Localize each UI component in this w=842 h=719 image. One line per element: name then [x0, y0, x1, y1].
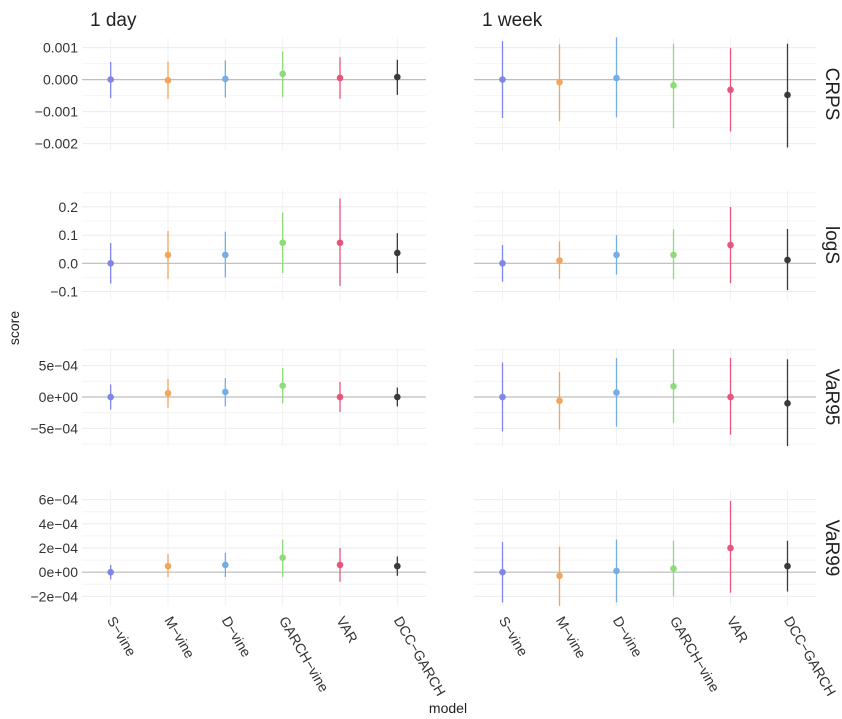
- point-m-vine: [164, 76, 172, 84]
- y-tick-label: 0e+00: [39, 389, 79, 405]
- x-axis-title: model: [429, 700, 467, 716]
- y-tick-label: 2e−04: [39, 540, 79, 556]
- point-d-vine: [613, 251, 620, 259]
- point-dcc-garch: [784, 399, 791, 407]
- point-m-vine: [164, 251, 172, 259]
- point-var: [336, 239, 344, 247]
- y-tick-label: 0e+00: [39, 564, 79, 580]
- y-tick-label: −0.001: [35, 104, 78, 120]
- facet-label-var99: VaR99: [821, 520, 842, 577]
- point-s-vine: [107, 568, 114, 576]
- y-tick-label: −2e−04: [31, 588, 79, 604]
- point-s-vine: [499, 260, 506, 267]
- x-tick-label: GARCH−vine: [276, 614, 332, 695]
- x-tick-label: D−vine: [610, 614, 646, 660]
- point-d-vine: [222, 561, 229, 569]
- point-s-vine: [107, 76, 114, 83]
- y-tick-label: 6e−04: [39, 492, 79, 508]
- y-tick-label: 0.000: [43, 72, 78, 88]
- x-tick-label: M−vine: [553, 614, 590, 662]
- zero-line-layer: [82, 78, 816, 573]
- x-tick-label: M−vine: [161, 614, 198, 662]
- point-var: [336, 393, 344, 401]
- y-tick-label: −0.1: [50, 284, 78, 300]
- text-layer: 0.001 0.000 −0.001 −0.002 CRPS 0.2 0.1 0.0 −0.1 l…: [31, 10, 842, 699]
- y-tick-label: −5e−04: [31, 420, 79, 436]
- y-tick-label: 0.2: [59, 199, 79, 215]
- point-dcc-garch: [394, 562, 401, 570]
- y-tick-label: −0.002: [35, 136, 78, 152]
- x-tick-label: DCC−GARCH: [391, 614, 449, 699]
- point-s-vine: [499, 568, 506, 576]
- y-axis-title: score: [6, 311, 22, 345]
- point-s-vine: [499, 393, 506, 401]
- point-dcc-garch: [784, 91, 791, 99]
- point-var: [336, 74, 344, 82]
- point-var: [336, 561, 344, 569]
- x-tick-label: S−vine: [104, 614, 140, 660]
- y-tick-label: 0.001: [43, 40, 78, 56]
- point-d-vine: [222, 251, 229, 259]
- point-d-vine: [613, 389, 620, 396]
- point-s-vine: [107, 393, 114, 401]
- facet-label-logs: logS: [821, 226, 842, 264]
- point-d-vine: [222, 75, 229, 83]
- point-d-vine: [222, 388, 229, 396]
- point-var: [727, 241, 734, 249]
- point-garch-vine: [279, 554, 286, 561]
- point-m-vine: [556, 572, 563, 580]
- grid-layer: [82, 38, 816, 606]
- facet-title-1-week: 1 week: [482, 10, 543, 31]
- point-m-vine: [556, 78, 563, 86]
- point-var: [727, 544, 734, 552]
- x-tick-label: VAR: [724, 614, 752, 646]
- facet-title-1-day: 1 day: [90, 10, 137, 31]
- y-tick-label: 5e−04: [39, 358, 79, 374]
- x-tick-label: S−vine: [496, 614, 532, 660]
- point-dcc-garch: [784, 562, 791, 570]
- point-garch-vine: [279, 70, 286, 78]
- point-garch-vine: [670, 251, 677, 259]
- point-dcc-garch: [784, 256, 791, 264]
- point-garch-vine: [670, 565, 677, 572]
- point-garch-vine: [279, 382, 286, 389]
- y-tick-label: 0.0: [59, 255, 79, 271]
- x-tick-label: DCC−GARCH: [781, 614, 839, 699]
- x-tick-label: GARCH−vine: [667, 614, 723, 695]
- facet-label-var95: VaR95: [821, 369, 842, 426]
- point-m-vine: [164, 389, 172, 397]
- point-garch-vine: [279, 239, 286, 247]
- point-garch-vine: [670, 82, 677, 89]
- point-dcc-garch: [394, 393, 401, 401]
- x-tick-label: D−vine: [219, 614, 255, 660]
- point-dcc-garch: [394, 249, 401, 257]
- point-garch-vine: [670, 383, 677, 390]
- marks-layer: [107, 37, 791, 606]
- point-s-vine: [107, 260, 114, 267]
- point-m-vine: [164, 562, 172, 570]
- point-dcc-garch: [394, 73, 401, 81]
- x-tick-label: VAR: [333, 614, 361, 646]
- y-tick-label: 4e−04: [39, 516, 79, 532]
- point-var: [727, 393, 734, 401]
- point-m-vine: [556, 257, 563, 264]
- point-s-vine: [499, 76, 506, 83]
- point-var: [727, 86, 734, 94]
- facet-label-crps: CRPS: [821, 68, 842, 121]
- point-d-vine: [613, 567, 620, 575]
- y-tick-label: 0.1: [59, 227, 79, 243]
- point-m-vine: [556, 397, 563, 405]
- point-d-vine: [613, 74, 620, 82]
